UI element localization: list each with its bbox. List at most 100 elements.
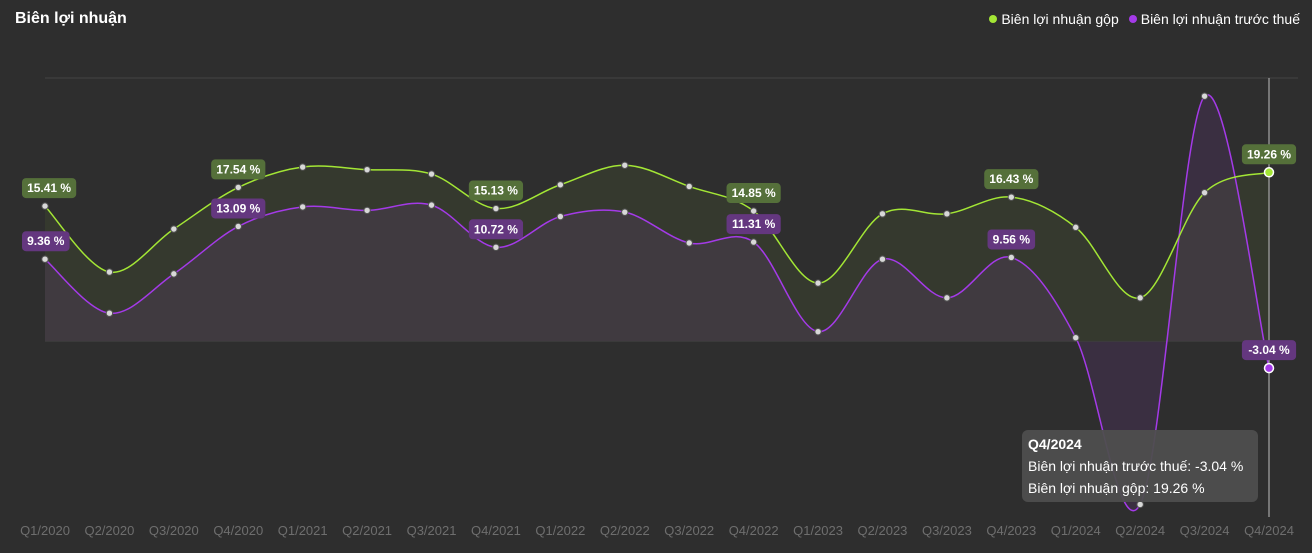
gross-point-Q2-2020 (105, 268, 114, 276)
gross-data-label-Q4-2024: 19.26 % (1247, 147, 1291, 161)
legend-dot-pretax (1128, 15, 1137, 23)
pretax-data-label-Q4-2022: 11.31 % (732, 217, 776, 231)
x-tick-label-Q3-2020: Q3/2020 (149, 523, 199, 538)
x-tick-label-Q2-2021: Q2/2021 (342, 523, 392, 538)
pretax-point-Q4-2024 (1263, 362, 1275, 374)
legend-label-pretax: Biên lợi nhuận trước thuế (1140, 11, 1300, 27)
gross-point-Q4-2024 (1263, 167, 1275, 178)
x-tick-label-Q2-2024: Q2/2024 (1115, 523, 1165, 538)
gross-point-Q3-2022 (685, 182, 693, 191)
pretax-data-label-Q1-2020-bg (22, 231, 70, 252)
gross-point-Q4-2022 (749, 207, 758, 215)
tooltip-pretax-label: Biên lợi nhuận trước thuế: (1028, 458, 1192, 474)
gross-data-label-Q4-2020: 17.54 % (216, 162, 260, 176)
gross-data-label-Q4-2021: 15.13 % (474, 184, 518, 198)
pretax-point-Q3-2020 (170, 270, 178, 278)
gross-point-Q1-2024 (1072, 223, 1080, 232)
gross-data-label-Q4-2022: 14.85 % (732, 186, 776, 200)
pretax-point-Q3-2023 (943, 294, 951, 302)
pretax-point-Q1-2020 (41, 255, 49, 263)
pretax-data-label-Q4-2021: 10.72 % (474, 222, 518, 236)
x-tick-label-Q1-2023: Q1/2023 (793, 523, 843, 538)
gross-point-Q3-2024 (1200, 188, 1209, 197)
gross-point-Q1-2020 (41, 202, 49, 210)
x-tick-label-Q3-2024: Q3/2024 (1180, 523, 1230, 538)
gross-data-label-Q4-2022-bg (726, 183, 781, 204)
chart-legend: Biên lợi nhuận gộp Biên lợi nhuận trước … (989, 11, 1300, 27)
gross-point-Q4-2020 (234, 183, 242, 192)
pretax-point-Q1-2021 (298, 203, 307, 211)
chart-title: Biên lợi nhuận (15, 10, 127, 27)
gross-data-label-Q4-2023-bg (984, 169, 1039, 190)
gross-point-Q1-2021 (298, 163, 307, 171)
pretax-point-Q4-2020 (234, 222, 242, 231)
x-tick-label-Q4-2022: Q4/2022 (729, 523, 779, 538)
pretax-data-label-Q1-2020: 9.36 % (27, 234, 65, 248)
pretax-data-label-Q4-2024: -3.04 % (1248, 343, 1290, 357)
gross-point-Q4-2023 (1007, 193, 1016, 201)
gross-point-Q2-2021 (363, 165, 371, 174)
pretax-point-Q2-2020 (105, 309, 114, 317)
gross-data-label-Q4-2024-bg (1241, 144, 1297, 165)
tooltip-pretax-value: -3.04 % (1195, 458, 1244, 474)
pretax-point-Q2-2024 (1136, 500, 1144, 509)
x-tick-label-Q2-2023: Q2/2023 (858, 523, 908, 538)
x-tick-label-Q2-2022: Q2/2022 (600, 523, 650, 538)
legend-item-gross[interactable]: Biên lợi nhuận gộp (989, 11, 1119, 27)
pretax-data-label-Q4-2023-bg (987, 229, 1036, 250)
pretax-point-Q3-2022 (685, 239, 693, 247)
tooltip-gross-label: Biên lợi nhuận gộp: (1028, 480, 1150, 496)
x-tick-label-Q3-2021: Q3/2021 (407, 523, 457, 538)
pretax-point-Q3-2024 (1200, 92, 1209, 100)
pretax-data-label-Q4-2022-bg (726, 214, 781, 235)
gross-point-Q3-2021 (427, 170, 436, 178)
pretax-area (45, 94, 1269, 511)
x-tick-label-Q4-2024: Q4/2024 (1244, 523, 1294, 538)
pretax-point-Q4-2022 (749, 238, 758, 246)
pretax-data-label-Q4-2023: 9.56 % (993, 232, 1031, 246)
tooltip-row-pretax: Biên lợi nhuận trước thuế: -3.04 % (1028, 458, 1252, 474)
x-tick-label-Q3-2023: Q3/2023 (922, 523, 972, 538)
gross-point-Q2-2022 (621, 161, 629, 169)
gross-data-label-Q1-2020: 15.41 % (27, 181, 71, 195)
x-tick-label-Q1-2021: Q1/2021 (278, 523, 328, 538)
gross-area (45, 165, 1269, 342)
pretax-data-label-Q4-2020-bg (211, 198, 266, 219)
x-tick-label-Q4-2021: Q4/2021 (471, 523, 521, 538)
tooltip-row-gross: Biên lợi nhuận gộp: 19.26 % (1028, 480, 1252, 496)
pretax-point-Q4-2023 (1007, 253, 1016, 262)
pretax-point-Q4-2021 (492, 243, 500, 251)
gross-data-label-Q1-2020-bg (22, 178, 77, 199)
chart-tooltip: Q4/2024 Biên lợi nhuận trước thuế: -3.04… (1022, 430, 1258, 502)
pretax-data-label-Q4-2021-bg (468, 219, 524, 240)
gross-point-Q4-2021 (492, 204, 500, 213)
x-tick-label-Q1-2024: Q1/2024 (1051, 523, 1101, 538)
legend-item-pretax[interactable]: Biên lợi nhuận trước thuế (1128, 11, 1300, 27)
legend-label-gross: Biên lợi nhuận gộp (1001, 11, 1119, 27)
x-tick-label-Q1-2022: Q1/2022 (535, 523, 585, 538)
legend-dot-gross (989, 15, 998, 23)
gross-data-label-Q4-2021-bg (468, 180, 524, 201)
pretax-point-Q2-2021 (363, 206, 371, 215)
gross-point-Q2-2023 (878, 210, 887, 218)
tooltip-title: Q4/2024 (1028, 436, 1082, 452)
pretax-data-label-Q4-2024-bg (1241, 340, 1297, 361)
tooltip-gross-value: 19.26 % (1153, 480, 1205, 496)
pretax-point-Q1-2023 (814, 327, 822, 336)
pretax-point-Q2-2022 (621, 208, 629, 216)
gross-point-Q1-2022 (556, 181, 565, 189)
gross-data-label-Q4-2020-bg (211, 159, 266, 180)
pretax-point-Q3-2021 (427, 201, 436, 209)
pretax-point-Q1-2024 (1072, 334, 1080, 342)
gross-point-Q3-2023 (943, 210, 951, 218)
gross-point-Q3-2020 (170, 225, 178, 233)
pretax-data-label-Q4-2020: 13.09 % (216, 201, 260, 215)
pretax-point-Q2-2023 (878, 255, 887, 263)
x-tick-label-Q4-2020: Q4/2020 (213, 523, 263, 538)
x-tick-label-Q2-2020: Q2/2020 (84, 523, 134, 538)
pretax-point-Q1-2022 (556, 212, 565, 221)
x-tick-label-Q4-2023: Q4/2023 (986, 523, 1036, 538)
gross-data-label-Q4-2023: 16.43 % (989, 172, 1033, 186)
gross-point-Q2-2024 (1136, 294, 1144, 302)
x-tick-label-Q3-2022: Q3/2022 (664, 523, 714, 538)
